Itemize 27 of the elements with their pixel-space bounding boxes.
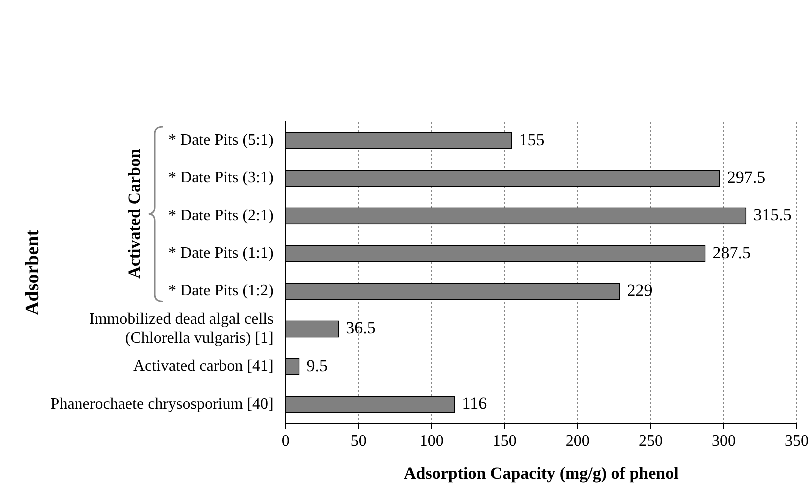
x-axis-title: Adsorption Capacity (mg/g) of phenol	[404, 464, 680, 484]
x-tick-label: 100	[420, 433, 444, 450]
data-label: 36.5	[346, 318, 376, 338]
data-label: 155	[519, 130, 545, 150]
x-tick-label: 250	[638, 433, 663, 450]
data-label: 297.5	[727, 168, 766, 187]
data-label: 229	[627, 281, 653, 300]
x-tick-label: 300	[712, 433, 736, 450]
y-tick-label: * Date Pits (5:1)	[168, 132, 274, 150]
data-label: 116	[462, 394, 488, 414]
y-tick-label: * Date Pits (2:1)	[168, 207, 274, 224]
x-tick-label: 0	[282, 433, 290, 450]
data-label: 315.5	[754, 206, 792, 225]
y-tick-label: Activated carbon [41]	[133, 358, 274, 376]
y-tick-label: * Date Pits (3:1)	[168, 170, 274, 187]
y-tick-label: * Date Pits (1:1)	[168, 245, 274, 262]
y-tick-label: Phanerochaete chrysosporium [40]	[50, 396, 274, 413]
y-tick-label: * Date Pits (1:2)	[168, 282, 274, 300]
y-tick-label: Immobilized dead algal cells (Chlorella vulgaris) [1]	[89, 310, 274, 348]
data-label: 9.5	[306, 356, 328, 376]
x-tick-label: 50	[350, 433, 367, 450]
x-tick-label: 150	[492, 433, 517, 450]
x-tick-label: 200	[566, 433, 590, 450]
text: Activated Carbon	[124, 149, 145, 280]
y-axis-title: Adsorbent	[22, 229, 44, 316]
x-tick-label: 350	[785, 433, 809, 450]
data-label: 287.5	[712, 243, 751, 262]
